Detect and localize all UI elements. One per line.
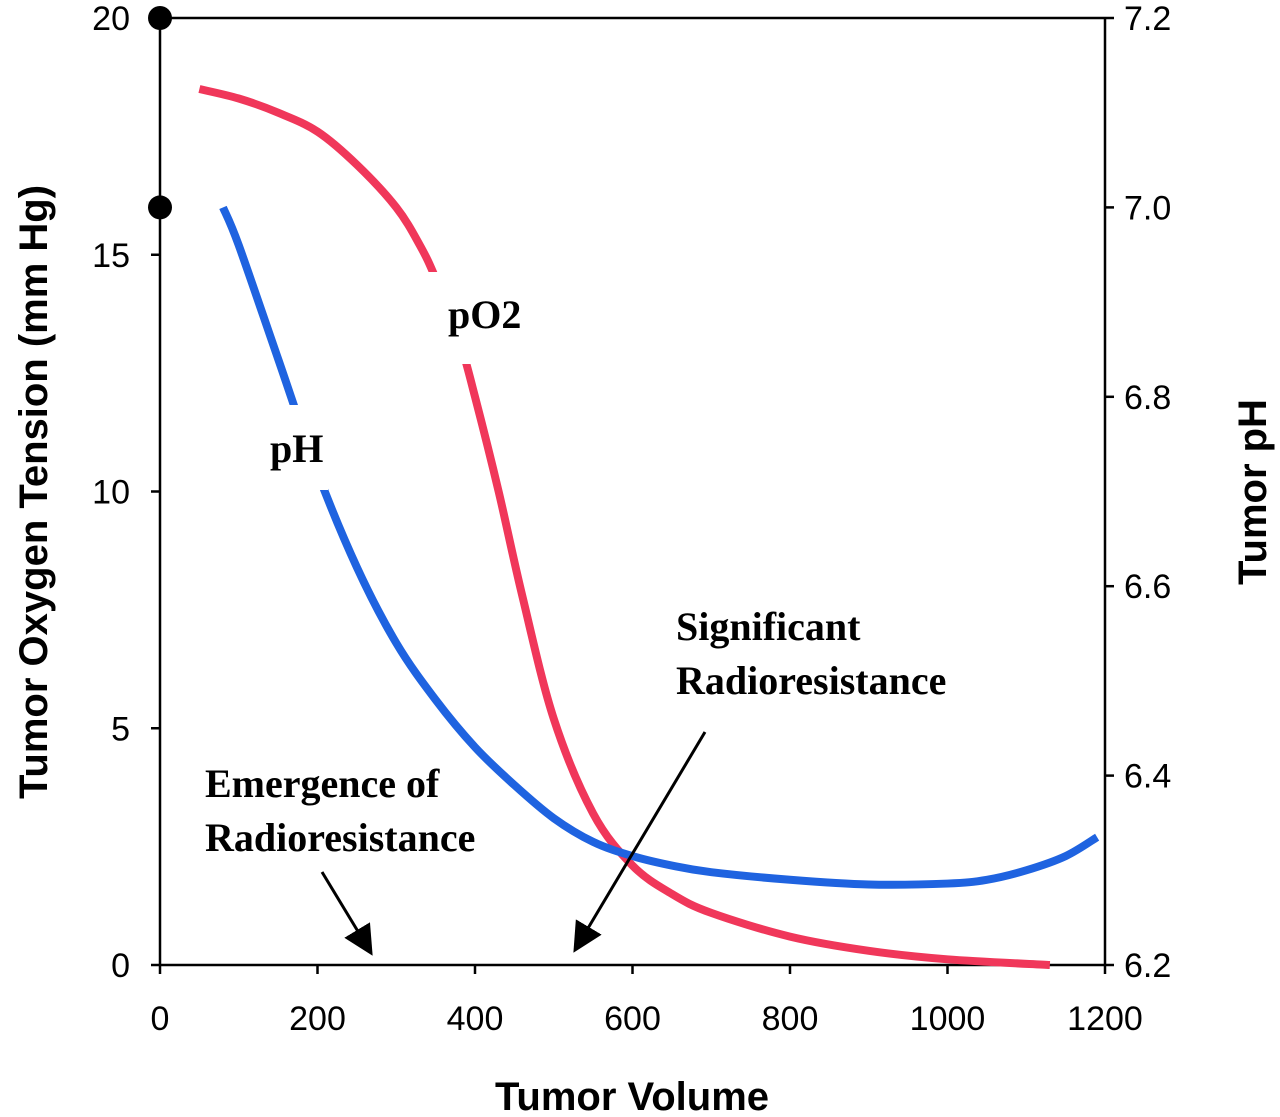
axis-dot-marker — [148, 195, 172, 220]
x-tick-label: 0 — [151, 1000, 170, 1038]
series-line-po2 — [198, 85, 1051, 969]
y-right-axis-ticks: 6.2 6.4 6.6 6.8 7.0 7.2 — [1105, 0, 1171, 985]
y-left-tick-label: 0 — [111, 947, 130, 985]
x-tick-label: 1000 — [910, 1000, 986, 1038]
y-left-axis-title: Tumor Oxygen Tension (mm Hg) — [12, 185, 56, 799]
y-right-tick-label: 6.6 — [1124, 568, 1171, 606]
annotation-significant: Significant Radioresistance — [573, 604, 946, 953]
x-axis-ticks: 0 200 400 600 800 1000 1200 — [151, 965, 1143, 1038]
x-tick-label: 600 — [604, 1000, 661, 1038]
axis-markers — [148, 6, 172, 220]
axis-dot-marker — [148, 6, 172, 30]
x-axis-title: Tumor Volume — [495, 1075, 769, 1117]
y-left-tick-label: 10 — [92, 474, 130, 512]
series-label-po2: pO2 — [448, 292, 521, 337]
y-right-tick-label: 7.0 — [1124, 189, 1171, 227]
annotation-emergence-line-1: Emergence of — [205, 761, 440, 806]
y-right-tick-label: 6.8 — [1124, 379, 1171, 417]
y-left-tick-label: 20 — [92, 0, 130, 38]
x-tick-label: 800 — [762, 1000, 819, 1038]
x-tick-label: 200 — [289, 1000, 346, 1038]
y-left-axis-ticks: 0 5 10 15 20 — [92, 0, 160, 985]
annotation-emergence-arrow — [320, 871, 373, 956]
y-right-tick-label: 7.2 — [1124, 0, 1171, 38]
annotation-emergence: Emergence of Radioresistance — [205, 761, 475, 956]
series-label-ph: pH — [270, 426, 323, 471]
annotation-significant-arrow — [573, 731, 707, 953]
x-tick-label: 400 — [447, 1000, 504, 1038]
annotation-significant-line-1: Significant — [676, 604, 861, 649]
y-right-tick-label: 6.2 — [1124, 947, 1171, 985]
annotation-emergence-line-2: Radioresistance — [205, 815, 475, 860]
y-right-tick-label: 6.4 — [1124, 758, 1171, 796]
x-tick-label: 1200 — [1067, 1000, 1143, 1038]
y-right-axis-title: Tumor pH — [1231, 399, 1275, 585]
ph-label-gap — [272, 405, 328, 490]
po2-label-gap — [428, 272, 478, 364]
y-left-tick-label: 15 — [92, 237, 130, 275]
annotation-significant-line-2: Radioresistance — [676, 658, 946, 703]
y-left-tick-label: 5 — [111, 710, 130, 748]
